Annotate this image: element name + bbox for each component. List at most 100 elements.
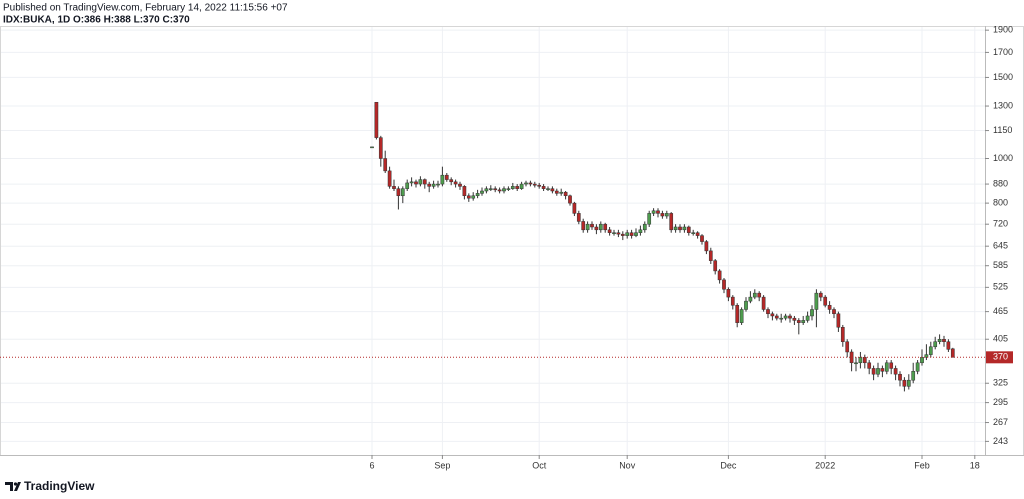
grid <box>0 26 985 455</box>
candle-body <box>616 232 621 235</box>
candle-body <box>770 313 775 317</box>
candle-body <box>572 202 577 214</box>
y-tick-label: 800 <box>993 198 1008 208</box>
candle-body <box>612 232 616 234</box>
y-tick-label: 525 <box>993 282 1008 292</box>
candle-body <box>647 213 652 225</box>
logo: TradingView <box>5 479 95 493</box>
candle-body <box>444 174 449 180</box>
candle-body <box>475 193 480 197</box>
candle-body <box>704 241 709 252</box>
logo-mark <box>5 482 21 491</box>
y-tick-label: 243 <box>993 436 1008 446</box>
candle-body <box>554 190 559 194</box>
candle-body <box>400 188 405 197</box>
candle-body <box>590 223 594 228</box>
candle-body <box>550 188 555 192</box>
candle-body <box>906 379 911 387</box>
candle-body <box>920 357 924 364</box>
candle-body <box>902 379 907 387</box>
candle-body <box>854 362 858 365</box>
candle-body <box>832 309 836 315</box>
candle-body <box>700 235 704 242</box>
candle-body <box>810 309 814 317</box>
plot-frame <box>0 26 1024 456</box>
candle-body <box>506 188 511 190</box>
candle-body <box>541 186 546 189</box>
x-tick-label: Oct <box>532 460 547 470</box>
candle-body <box>629 232 634 236</box>
y-tick-label: 295 <box>993 397 1008 407</box>
candle-body <box>409 181 414 184</box>
candle-body <box>532 183 537 186</box>
last-price-tag <box>986 351 1013 364</box>
brand: TradingView <box>24 479 95 493</box>
candle-body <box>950 348 955 358</box>
candle-body <box>546 188 550 190</box>
candle-body <box>634 232 638 236</box>
candle-body <box>924 354 929 358</box>
candle-body <box>559 191 564 194</box>
candle-body <box>871 368 876 375</box>
candle-body <box>471 195 476 199</box>
y-tick-label: 585 <box>993 260 1008 270</box>
candle-body <box>708 250 713 261</box>
y-tick-label: 465 <box>993 306 1008 316</box>
candle-body <box>845 341 850 353</box>
candle-body <box>651 210 656 214</box>
candle-body <box>418 179 423 185</box>
candle-body <box>466 195 471 199</box>
candle-body <box>387 170 392 187</box>
candle-body <box>462 186 467 197</box>
candle-body <box>528 182 533 185</box>
x-tick-label: 2022 <box>815 460 835 470</box>
candle-body <box>519 183 524 189</box>
candle-body <box>581 221 586 231</box>
candle-body <box>788 315 792 319</box>
candle-body <box>585 223 590 231</box>
candle-body <box>497 189 502 192</box>
candle-body <box>656 210 660 214</box>
y-tick-label: 1700 <box>993 47 1013 57</box>
candle-body <box>744 300 748 310</box>
candle-body <box>761 296 766 310</box>
candle-body <box>378 137 383 159</box>
candle-body <box>805 315 810 321</box>
candle-body <box>598 223 603 231</box>
candle-body <box>493 188 498 191</box>
candle-body <box>726 289 731 298</box>
candle-body <box>563 191 568 197</box>
candle-body <box>664 213 669 217</box>
candle-body <box>678 226 682 231</box>
candle-body <box>453 181 458 185</box>
candle-body <box>937 338 942 342</box>
candle-body <box>510 186 515 189</box>
candle-body <box>458 183 462 187</box>
candle-body <box>370 146 374 149</box>
candle-body <box>480 190 484 194</box>
candle-body <box>414 181 418 185</box>
candle-body <box>752 292 757 298</box>
candle-body <box>488 188 493 190</box>
candle-body <box>814 292 819 310</box>
y-tick-label: 1900 <box>993 25 1013 35</box>
candle-body <box>792 317 797 321</box>
y-tick-label: 1500 <box>993 72 1013 82</box>
candle-body <box>484 188 489 192</box>
candle-body <box>449 179 454 183</box>
candle-body <box>576 213 581 222</box>
candle-body <box>893 368 898 375</box>
candle-body <box>422 179 427 185</box>
candle-body <box>840 327 845 342</box>
candle-body <box>374 101 379 138</box>
candle-body <box>933 341 938 348</box>
candle-body <box>436 183 440 186</box>
candle-body <box>722 279 726 290</box>
candle-body <box>642 223 647 231</box>
candle-body <box>568 195 572 204</box>
logo-dot <box>13 482 18 486</box>
y-tick-label: 325 <box>993 378 1008 388</box>
candle-body <box>898 373 902 381</box>
candle-body <box>392 186 396 189</box>
